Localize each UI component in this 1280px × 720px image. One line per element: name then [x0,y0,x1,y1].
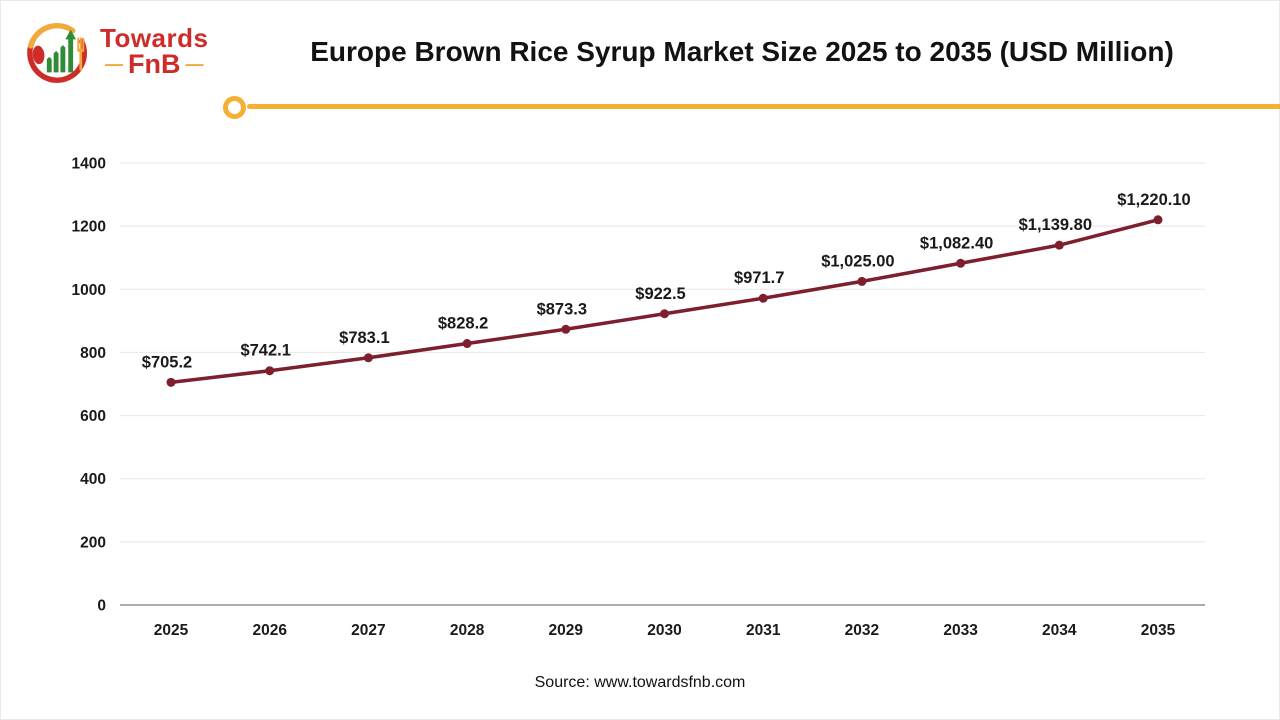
y-tick-label: 400 [80,471,106,488]
brand-name-top: Towards [100,22,209,53]
x-tick-label: 2028 [450,622,485,639]
logo-yellow-arc [27,22,76,49]
divider-ring-icon [223,96,246,119]
chart-title: Europe Brown Rice Syrup Market Size 2025… [310,36,1174,67]
x-tick-label: 2025 [154,622,189,639]
x-tick-label: 2026 [252,622,287,639]
y-tick-label: 1400 [72,156,106,173]
x-tick-label: 2027 [351,622,385,639]
data-label: $742.1 [240,342,290,360]
data-point [956,258,966,268]
brand-logo-text: Towards — FnB — [100,25,208,78]
data-point [1153,215,1163,225]
source-note: Source: www.towardsfnb.com [534,674,746,691]
data-label: $1,220.10 [1117,191,1190,209]
x-tick-label: 2032 [845,622,879,639]
x-tick-label: 2029 [549,622,584,639]
data-point [857,276,867,286]
data-label: $1,139.80 [1019,216,1092,234]
fork-icon [77,37,85,71]
spoon-icon [32,45,45,65]
data-label: $705.2 [142,353,192,371]
data-point [166,377,176,387]
x-tick-label: 2030 [647,622,681,639]
data-label: $1,025.00 [821,252,894,270]
data-point [265,366,275,376]
data-label: $828.2 [438,315,488,333]
data-label: $873.3 [537,300,587,318]
data-label: $783.1 [339,329,389,347]
x-tick-label: 2035 [1141,622,1176,639]
data-point [363,353,373,363]
data-point [758,293,768,303]
brand-name-bottom-row: — FnB — [100,48,208,79]
data-label: $1,082.40 [920,234,993,252]
brand-name-bottom: FnB [128,48,181,79]
logo-dash-left: — [105,54,123,74]
brand-logo: Towards — FnB — [22,12,208,90]
y-tick-label: 0 [97,598,106,615]
x-tick-label: 2033 [943,622,978,639]
logo-dash-right: — [185,54,204,74]
data-label: $922.5 [635,285,685,303]
data-label: $971.7 [734,269,784,287]
data-point [561,324,571,334]
y-tick-label: 1000 [72,282,106,299]
brand-logo-icon [27,22,87,83]
y-tick-label: 200 [80,534,106,551]
x-tick-label: 2034 [1042,622,1077,639]
y-tick-label: 600 [80,408,106,425]
x-tick-label: 2031 [746,622,781,639]
y-tick-label: 800 [80,345,106,362]
y-tick-label: 1200 [72,219,106,236]
logo-red-arc [27,36,87,83]
data-point [462,339,472,349]
growth-bars-icon [46,29,77,73]
title-divider [247,104,1280,109]
data-point [660,309,669,319]
data-point [1054,240,1064,250]
